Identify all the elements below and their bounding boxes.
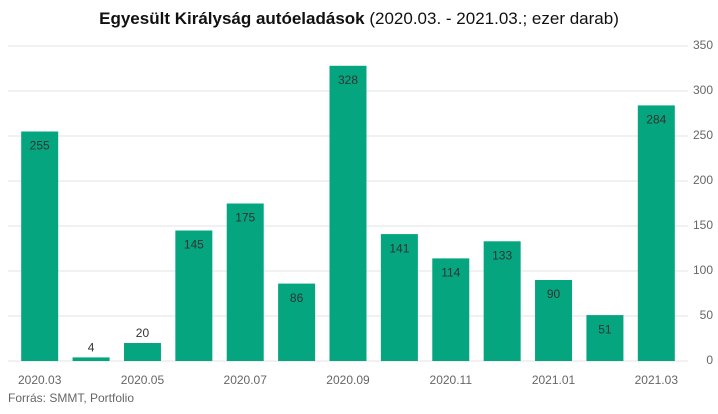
x-tick-label: 2021.01 [532, 373, 576, 387]
value-label: 284 [646, 113, 666, 127]
value-label: 86 [290, 291, 304, 305]
value-label: 133 [492, 248, 512, 262]
y-tick-label: 350 [693, 38, 713, 52]
x-tick-label: 2021.03 [635, 373, 679, 387]
y-tick-label: 200 [693, 173, 713, 187]
bar [380, 234, 418, 361]
value-label: 51 [598, 322, 612, 336]
y-tick-label: 250 [693, 128, 713, 142]
bar [483, 241, 521, 361]
value-label: 90 [547, 287, 561, 301]
value-label: 114 [441, 266, 460, 280]
x-tick-label: 2020.09 [326, 373, 370, 387]
bar [123, 343, 161, 361]
y-tick-label: 300 [693, 83, 713, 97]
value-label: 175 [235, 211, 255, 225]
bar [72, 357, 110, 361]
bar [21, 131, 59, 361]
value-label: 145 [184, 238, 204, 252]
source: Forrás: SMMT, Portfolio [8, 391, 134, 405]
value-label: 328 [338, 73, 358, 87]
y-tick-label: 150 [693, 218, 713, 232]
value-label: 255 [30, 139, 50, 153]
y-tick-label: 100 [693, 263, 713, 277]
chart-title-group: Egyesült Királyság autóeladások (2020.03… [99, 9, 619, 28]
y-tick-label: 0 [706, 353, 713, 367]
bar [535, 280, 573, 361]
bar [278, 283, 316, 361]
y-tick-label: 50 [700, 308, 714, 322]
bar [432, 258, 470, 361]
bar [586, 315, 624, 361]
bar [175, 230, 213, 361]
x-tick-label: 2020.03 [18, 373, 62, 387]
bar [226, 203, 264, 361]
bar [637, 105, 675, 362]
x-tick-label: 2020.11 [430, 373, 473, 387]
value-label: 4 [88, 341, 95, 355]
value-label: 141 [389, 241, 409, 255]
x-tick-label: 2020.05 [121, 373, 165, 387]
bar [329, 65, 367, 362]
chart-subtitle: (2020.03. - 2021.03.; ezer darab) [369, 9, 619, 28]
x-tick-label: 2020.07 [224, 373, 268, 387]
value-label: 20 [136, 326, 150, 340]
chart-title: Egyesült Királyság autóeladások [99, 9, 365, 28]
